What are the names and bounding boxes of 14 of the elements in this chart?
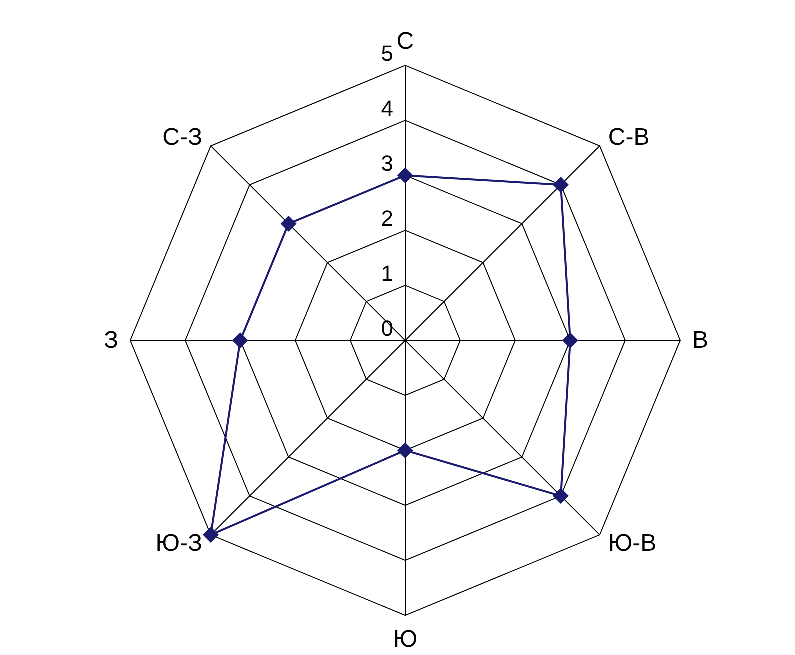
spoke-label: С xyxy=(396,28,414,56)
spoke-label: Ю-З xyxy=(156,530,203,558)
y-tick-label: 3 xyxy=(381,151,394,176)
y-tick-label: 1 xyxy=(381,261,394,286)
spoke-label: С-З xyxy=(162,124,203,152)
y-tick-label: 2 xyxy=(381,206,394,232)
y-tick-label: 5 xyxy=(381,41,394,66)
spoke-label: В xyxy=(692,327,708,354)
y-tick-label: 4 xyxy=(381,96,394,122)
spoke-label: Ю xyxy=(393,626,418,654)
spoke-label: С-В xyxy=(608,124,650,152)
spoke-label: Ю-В xyxy=(608,530,657,558)
y-tick-label: 0 xyxy=(381,316,394,342)
spoke-label: З xyxy=(104,327,118,354)
